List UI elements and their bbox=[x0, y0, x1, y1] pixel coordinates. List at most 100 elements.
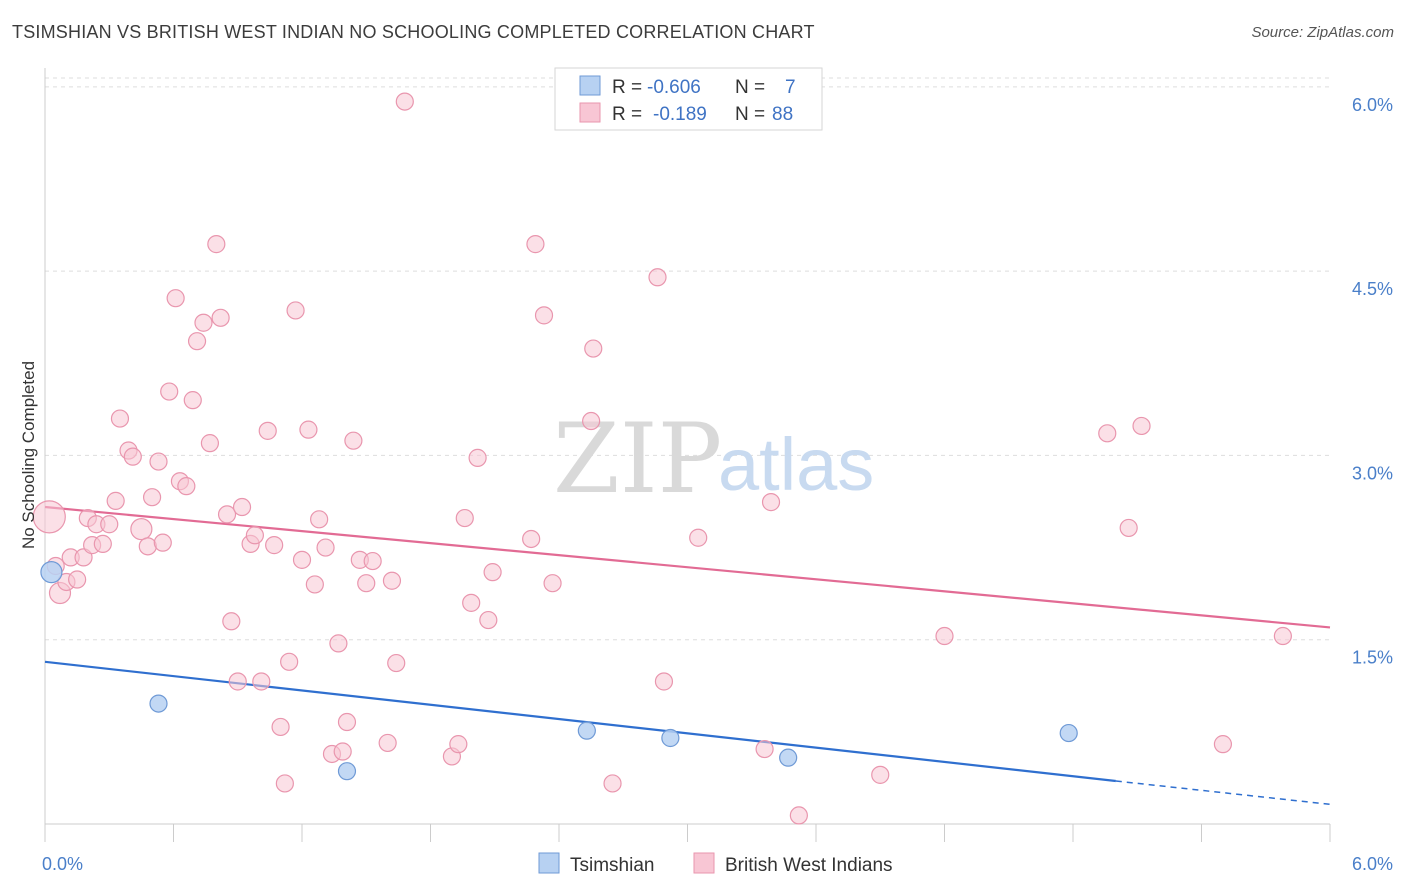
y-tick-label: 6.0% bbox=[1352, 95, 1393, 115]
stats-legend: R = -0.606 N = 7 R = -0.189 N = 88 bbox=[554, 67, 823, 131]
watermark-atlas: atlas bbox=[718, 423, 874, 506]
british-west-indians-point bbox=[232, 497, 252, 517]
british-west-indians-point bbox=[130, 518, 153, 541]
british-west-indians-point bbox=[194, 313, 213, 332]
british-west-indians-point bbox=[344, 431, 363, 450]
british-west-indians-point bbox=[584, 339, 603, 358]
y-axis-label: No Schooling Completed bbox=[19, 361, 38, 549]
british-west-indians-point bbox=[449, 735, 468, 754]
source-label: Source: ZipAtlas.com bbox=[1251, 24, 1394, 41]
legend-tsimshian-swatch bbox=[538, 852, 560, 874]
legend-n-value-2: 88 bbox=[772, 104, 793, 125]
legend-n-label-2: N = bbox=[735, 104, 765, 125]
british-west-indians-point bbox=[395, 92, 414, 111]
british-west-indians-point bbox=[211, 308, 230, 327]
british-west-indians-point bbox=[149, 452, 168, 471]
british-west-indians-point bbox=[483, 563, 502, 582]
british-west-indians-point bbox=[228, 672, 247, 691]
tsimshian-swatch bbox=[579, 75, 601, 96]
tsimshian-trend-extension bbox=[1115, 780, 1331, 806]
tsimshian-point bbox=[1059, 723, 1078, 743]
british-west-indians-point bbox=[286, 301, 305, 320]
points-layer bbox=[32, 92, 1292, 825]
british-west-indians-point bbox=[363, 551, 382, 571]
watermark: ZIP atlas bbox=[553, 403, 874, 515]
british-west-indians-point bbox=[123, 447, 142, 466]
tsimshian-point bbox=[779, 748, 798, 767]
british-west-indians-point bbox=[871, 765, 890, 784]
legend-r-label-1: R = bbox=[612, 77, 642, 98]
legend-n-value-1: 7 bbox=[785, 77, 796, 98]
chart-title: TSIMSHIAN VS BRITISH WEST INDIAN NO SCHO… bbox=[12, 22, 815, 42]
legend-n-label-1: N = bbox=[735, 77, 765, 98]
british-west-indians-point bbox=[93, 534, 112, 553]
british-west-indians-point bbox=[468, 448, 487, 467]
legend-british-west-indians-label: British West Indians bbox=[725, 855, 893, 876]
british-west-indians-point bbox=[689, 528, 708, 547]
british-west-indians-point bbox=[292, 550, 312, 569]
british-west-indians-point bbox=[479, 610, 498, 630]
british-west-indians-point bbox=[522, 529, 541, 549]
tsimshian-point bbox=[661, 728, 680, 748]
british-west-indians-point bbox=[265, 536, 284, 555]
british-west-indians-point bbox=[245, 526, 264, 545]
british-west-indians-point bbox=[462, 593, 481, 612]
british-west-indians-point bbox=[333, 742, 352, 761]
legend-r-value-2: -0.189 bbox=[653, 104, 707, 125]
y-tick-label: 1.5% bbox=[1352, 648, 1393, 668]
british-west-indians-swatch bbox=[579, 102, 601, 123]
british-west-indians-point bbox=[329, 634, 348, 653]
legend-r-value-1: -0.606 bbox=[647, 77, 701, 98]
british-west-indians-point bbox=[1119, 518, 1138, 538]
british-west-indians-point bbox=[305, 575, 324, 594]
british-west-indians-point bbox=[648, 268, 667, 287]
trend-layer bbox=[44, 505, 1331, 806]
legend-r-label-2: R = bbox=[612, 104, 642, 125]
tsimshian-point bbox=[149, 694, 168, 713]
british-west-indians-point bbox=[1132, 416, 1151, 436]
british-west-indians-point bbox=[68, 570, 87, 589]
british-west-indians-point bbox=[222, 612, 241, 631]
axis-layer: 1.5% 3.0% 4.5% 6.0% 0.0% 6.0% bbox=[42, 68, 1393, 874]
british-west-indians-point bbox=[337, 712, 357, 732]
tsimshian-point bbox=[577, 721, 596, 740]
british-west-indians-point bbox=[387, 653, 406, 673]
british-west-indians-point bbox=[526, 235, 545, 254]
british-west-indians-point bbox=[761, 493, 781, 512]
british-west-indians-point bbox=[217, 505, 237, 524]
british-west-indians-point bbox=[200, 434, 220, 453]
british-west-indians-point bbox=[1273, 626, 1292, 646]
british-west-indians-point bbox=[935, 626, 954, 646]
british-west-indians-point bbox=[789, 806, 808, 825]
british-west-indians-point bbox=[106, 491, 125, 510]
british-west-indians-point bbox=[755, 739, 774, 759]
british-west-indians-point bbox=[299, 420, 318, 439]
legend-tsimshian-label: Tsimshian bbox=[570, 855, 654, 876]
british-west-indians-point bbox=[534, 306, 554, 325]
x-tick-label-max: 6.0% bbox=[1352, 854, 1393, 874]
british-west-indians-point bbox=[100, 515, 119, 534]
british-west-indians-point bbox=[153, 533, 172, 552]
british-west-indians-point bbox=[280, 652, 299, 671]
british-west-indians-point bbox=[603, 774, 622, 793]
british-west-indians-point bbox=[207, 235, 226, 254]
british-west-indians-point bbox=[1213, 735, 1233, 754]
tsimshian-trend-line bbox=[44, 660, 1116, 783]
british-west-indians-point bbox=[357, 574, 376, 593]
british-west-indians-point bbox=[582, 411, 601, 431]
british-west-indians-point bbox=[187, 332, 207, 351]
y-tick-label: 3.0% bbox=[1352, 463, 1393, 483]
british-west-indians-point bbox=[110, 409, 130, 428]
tsimshian-point bbox=[40, 561, 63, 584]
british-west-indians-point bbox=[252, 672, 271, 691]
british-west-indians-point bbox=[258, 421, 277, 440]
british-west-indians-point bbox=[543, 574, 562, 593]
british-west-indians-point bbox=[1098, 424, 1117, 443]
british-west-indians-point bbox=[177, 477, 196, 496]
british-west-indians-point bbox=[160, 382, 179, 401]
british-west-indians-point bbox=[166, 289, 185, 308]
x-tick-label-min: 0.0% bbox=[42, 854, 83, 874]
british-west-indians-point bbox=[271, 717, 290, 737]
y-tick-label: 4.5% bbox=[1352, 279, 1393, 299]
